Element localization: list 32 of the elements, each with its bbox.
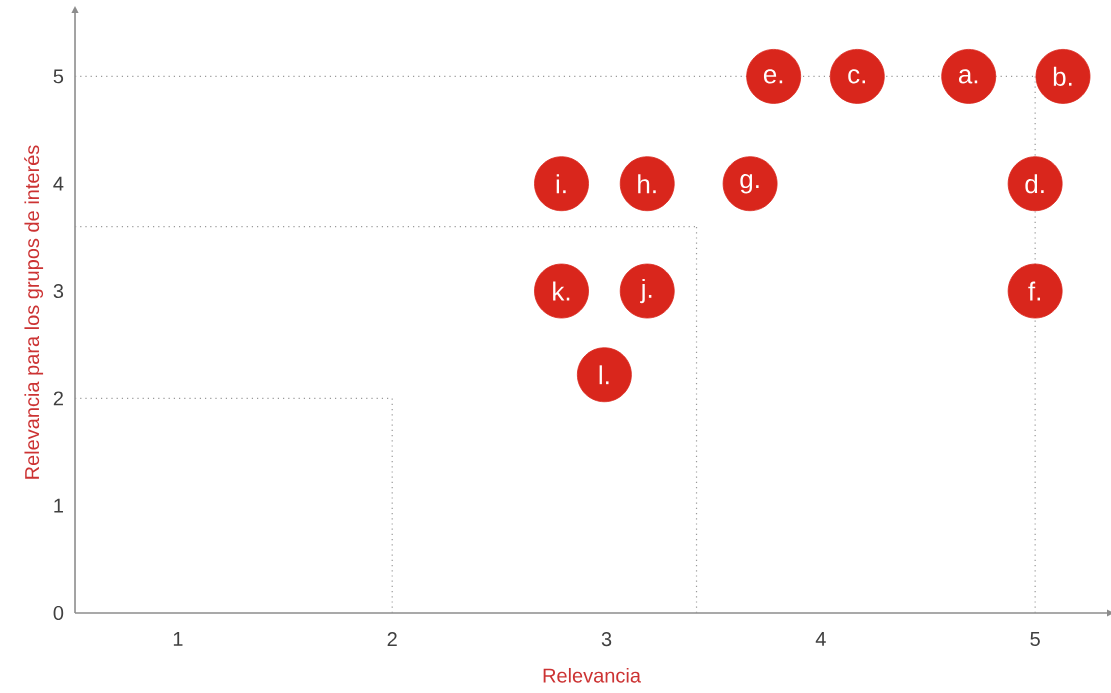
- y-tick-label: 2: [53, 391, 63, 406]
- y-axis-title: Relevancia para los grupos de interés: [24, 145, 44, 479]
- annotation: j.: [640, 278, 652, 304]
- point: [1007, 263, 1063, 319]
- annotation: d.: [1025, 174, 1044, 194]
- x-tick-label: 3: [601, 632, 612, 647]
- x-tick-label: 4: [815, 632, 826, 646]
- point: [534, 156, 589, 212]
- annotation: i.: [556, 174, 566, 194]
- point: [619, 263, 675, 319]
- y-tick-label: 4: [53, 176, 64, 191]
- annotation: f.: [1028, 281, 1041, 301]
- y-tick-label: 3: [53, 283, 64, 299]
- x-axis-title: Relevancia: [543, 667, 641, 683]
- annotation: l.: [599, 365, 609, 385]
- y-tick-label: 5: [53, 69, 64, 84]
- y-tick-label: 0: [53, 605, 64, 621]
- point: [746, 48, 802, 104]
- point: [576, 347, 632, 403]
- x-tick-label: 2: [387, 632, 397, 647]
- point: [941, 48, 997, 104]
- annotation: b.: [1053, 66, 1072, 86]
- annotation: k.: [553, 281, 570, 301]
- y-tick-label: 1: [54, 498, 63, 513]
- annotation: a.: [958, 69, 978, 84]
- annotation: h.: [638, 174, 656, 194]
- annotation: c.: [848, 69, 866, 84]
- x-tick-label: 5: [1030, 632, 1040, 647]
- annotation: g.: [740, 174, 759, 194]
- point: [829, 48, 885, 104]
- x-tick-label: 1: [173, 632, 183, 646]
- annotation: e.: [763, 69, 783, 84]
